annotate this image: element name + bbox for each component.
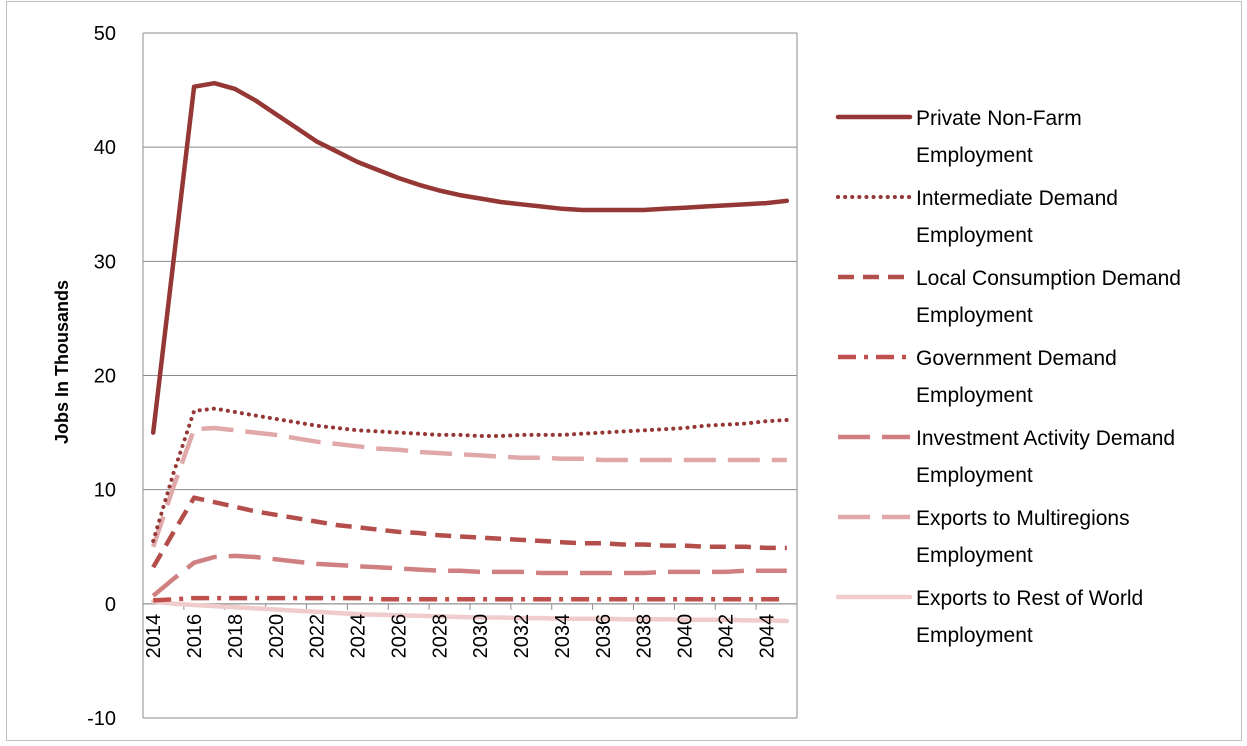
legend-label: Intermediate Demand	[916, 187, 1118, 210]
legend-label: Investment Activity Demand	[916, 427, 1175, 450]
legend-label: Employment	[916, 224, 1033, 247]
y-tick-label: 30	[94, 251, 116, 273]
x-tick-label: 2028	[429, 614, 451, 659]
legend-item: Government Demand Employment	[838, 347, 1117, 407]
x-tick-label: 2036	[593, 614, 615, 659]
x-tick-label: 2034	[552, 614, 574, 659]
legend-label: Employment	[916, 624, 1033, 647]
legend-label: Private Non-Farm	[916, 107, 1082, 130]
y-tick-label: 40	[94, 137, 116, 159]
legend-label: Local Consumption Demand	[916, 267, 1181, 290]
series-line-4	[153, 595, 787, 603]
x-tick-label: 2020	[266, 614, 288, 659]
x-tick-label: 2016	[184, 614, 206, 659]
legend-item: Private Non-Farm Employment	[835, 107, 1082, 167]
x-tick-label: 2042	[715, 614, 737, 659]
legend-label: Employment	[916, 384, 1033, 407]
legend-label: Employment	[916, 544, 1033, 567]
y-tick-labels: 50 40 30 20 10 0 -10	[87, 23, 116, 730]
series-line-7	[150, 599, 790, 624]
x-tick-label: 2018	[225, 614, 247, 659]
y-tick-label: -10	[87, 708, 116, 730]
x-tick-label: 2038	[634, 614, 656, 659]
x-tick-label: 2014	[143, 614, 165, 659]
series-line-3	[151, 495, 787, 569]
y-axis-label: Jobs In Thousands	[52, 280, 72, 444]
x-tick-labels: 2014 2016 2018 2020 2022 2024 2026 2028 2030 2032…	[143, 614, 778, 659]
x-tick-label: 2040	[675, 614, 697, 659]
legend-label: Employment	[916, 304, 1033, 327]
x-tick-label: 2032	[511, 614, 533, 659]
legend-item: Investment Activity Demand Employment	[838, 427, 1175, 487]
x-tick-label: 2024	[348, 614, 370, 659]
legend-item: Local Consumption Demand Employment	[838, 267, 1181, 327]
chart-frame	[6, 1, 1242, 741]
legend-label: Employment	[916, 144, 1033, 167]
series-line-6	[151, 425, 787, 548]
x-tick-label: 2026	[388, 614, 410, 659]
x-tick-label: 2030	[470, 614, 492, 659]
y-tick-label: 0	[105, 594, 116, 616]
legend-label: Exports to Rest of World	[916, 587, 1143, 610]
y-tick-label: 50	[94, 23, 116, 45]
series-line-2	[151, 406, 789, 543]
legend-item: Exports to Multiregions Employment	[838, 507, 1130, 567]
series-line-5	[151, 553, 787, 598]
legend-item: Intermediate Demand Employment	[836, 187, 1118, 247]
y-tick-label: 10	[94, 480, 116, 502]
legend-label: Exports to Multiregions	[916, 507, 1130, 530]
y-tick-label: 20	[94, 366, 116, 388]
x-tick-label: 2044	[756, 614, 778, 659]
series-line-1	[150, 80, 790, 435]
x-tick-label: 2022	[307, 614, 329, 659]
legend-label: Government Demand	[916, 347, 1117, 370]
series-lines	[150, 80, 790, 624]
legend-label: Employment	[916, 464, 1033, 487]
legend-item: Exports to Rest of World Employment	[835, 587, 1143, 647]
